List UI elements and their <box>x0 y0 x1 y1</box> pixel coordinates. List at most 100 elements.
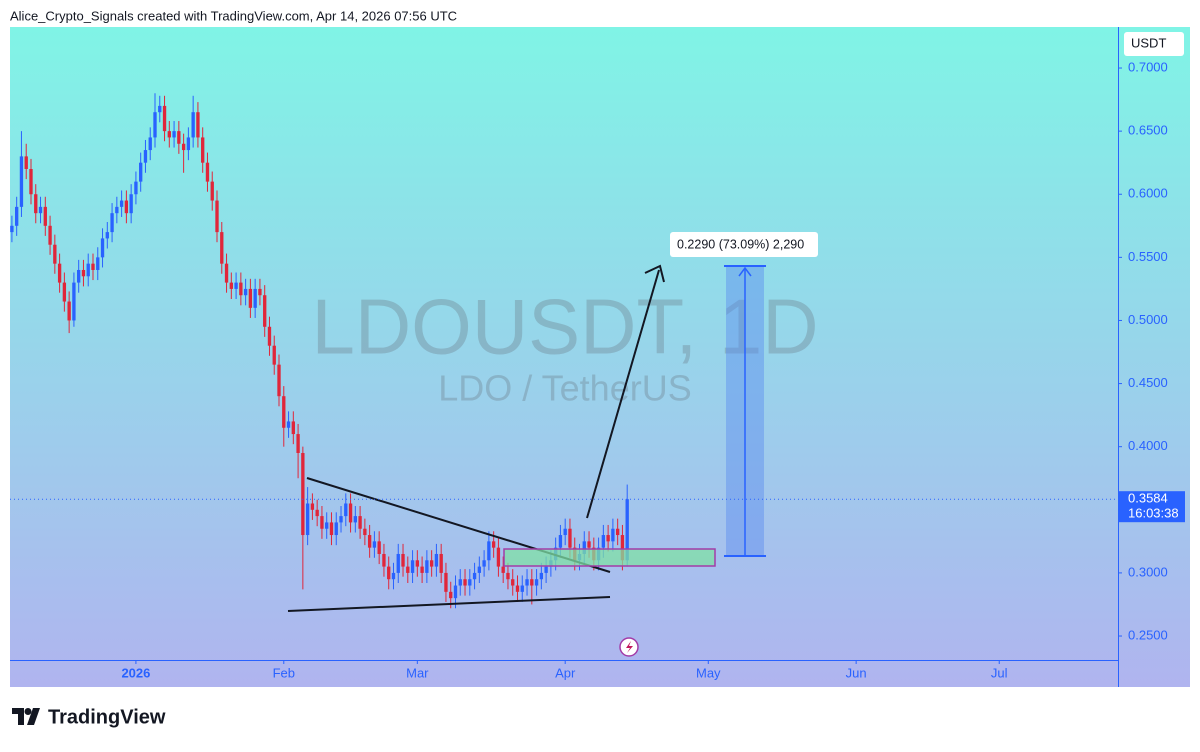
candle-body <box>463 579 467 586</box>
candle-body <box>72 282 76 321</box>
candle-body <box>406 566 410 573</box>
candle-body <box>258 288 262 296</box>
candle-body <box>563 528 567 536</box>
candle-body <box>391 572 396 580</box>
candle-body <box>234 282 238 289</box>
candle-body <box>558 535 563 548</box>
x-tick-label: Jun <box>846 665 867 680</box>
candle-body <box>124 200 129 214</box>
candle-body <box>439 553 443 573</box>
candle-body <box>158 105 162 113</box>
candle-body <box>501 566 505 573</box>
candle-body <box>181 143 186 151</box>
brand-name: TradingView <box>48 706 166 728</box>
candle-body <box>43 206 47 226</box>
candle-body <box>196 112 200 138</box>
x-tick-label: Feb <box>273 665 295 680</box>
candle-body <box>272 345 276 365</box>
candle-body <box>482 560 486 567</box>
candle-body <box>277 364 281 397</box>
candle-body <box>239 282 243 296</box>
candle-body <box>301 452 305 536</box>
candle-body <box>220 232 224 264</box>
candle-body <box>177 131 181 144</box>
candle-body <box>263 295 267 327</box>
y-tick-label: 0.6000 <box>1128 186 1168 201</box>
candle-body <box>38 206 43 214</box>
candle-body <box>601 535 606 548</box>
candle-body <box>286 421 291 428</box>
measure-arrowhead <box>738 266 752 277</box>
candle-body <box>449 591 453 599</box>
candle-body <box>19 156 24 207</box>
x-tick-label: Apr <box>555 665 576 680</box>
candle-body <box>172 131 176 138</box>
x-tick-label: Mar <box>406 665 429 680</box>
candle-body <box>210 181 214 201</box>
projection-arrow <box>586 269 660 519</box>
candle-body <box>348 503 353 523</box>
attribution: Alice_Crypto_Signals created with Tradin… <box>10 8 457 23</box>
candle-body <box>215 200 219 233</box>
candle-body <box>162 105 167 132</box>
candle-body <box>77 269 81 283</box>
watermark-symbol: LDOUSDT, 1D <box>311 283 818 371</box>
candle-body <box>401 553 405 567</box>
candle-body <box>358 516 362 529</box>
support-zone <box>503 548 716 567</box>
x-tick-label: May <box>696 665 721 680</box>
candle-body <box>10 225 14 233</box>
candle-body <box>587 541 591 548</box>
candle-body <box>353 516 357 523</box>
candle-body <box>420 566 424 573</box>
candle-body <box>48 225 52 245</box>
candle-body <box>134 181 138 195</box>
candle-body <box>139 162 143 182</box>
candle-body <box>86 263 90 277</box>
currency-box[interactable] <box>1124 32 1184 56</box>
candle-body <box>511 579 515 586</box>
candle-body <box>468 579 472 586</box>
candle-body <box>53 244 57 264</box>
last-price-box <box>1119 491 1185 523</box>
last-price-label: 0.3584 <box>1128 491 1168 506</box>
candle-body <box>129 194 133 214</box>
candle-body <box>167 131 171 138</box>
candle-body <box>410 560 415 573</box>
candle-body <box>620 535 625 561</box>
candle-body <box>153 112 157 138</box>
candle-body <box>534 579 539 586</box>
candle-body <box>34 194 38 214</box>
candle-body <box>539 572 544 580</box>
candle-body <box>625 499 629 561</box>
y-tick-label: 0.2500 <box>1128 627 1168 642</box>
candle-body <box>229 282 233 289</box>
candle-body <box>248 288 253 308</box>
y-tick-label: 0.7000 <box>1128 59 1168 74</box>
candle-body <box>119 200 124 207</box>
candle-body <box>477 566 482 573</box>
candle-body <box>186 137 191 151</box>
candle-body <box>315 509 319 517</box>
candle-body <box>62 282 67 302</box>
candle-body <box>105 232 109 239</box>
candle-body <box>615 528 620 536</box>
candle-body <box>472 572 477 580</box>
candle-body <box>267 326 272 346</box>
candle-body <box>434 553 439 567</box>
currency-label[interactable]: USDT <box>1131 35 1166 50</box>
candle-body <box>429 560 434 567</box>
candle-body <box>334 522 338 536</box>
candle-body <box>310 503 315 510</box>
candle-body <box>382 553 386 567</box>
candle-body <box>606 535 610 542</box>
candle-body <box>396 553 400 573</box>
candle-body <box>458 579 462 586</box>
y-tick-label: 0.3000 <box>1128 564 1168 579</box>
x-tick-label: 2026 <box>121 665 150 680</box>
candle-body <box>496 547 501 567</box>
candle-body <box>253 288 257 308</box>
candle-body <box>29 168 33 195</box>
